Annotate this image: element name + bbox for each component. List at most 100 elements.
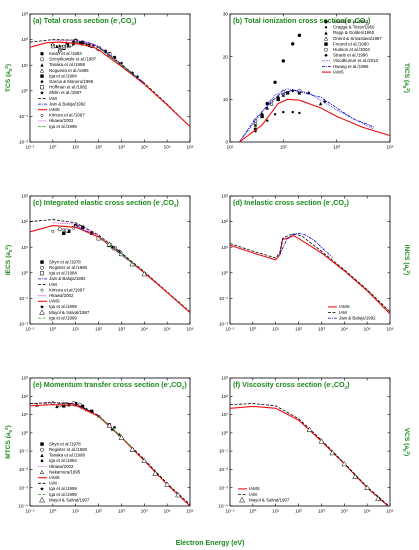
data-point [324,20,328,24]
y-tick-label: 10³ [221,194,228,199]
legend-entry: Iga et al./1984 [49,73,77,78]
data-point [281,59,286,63]
legend-entry: Iga et al./1999 [49,124,77,129]
data-point [291,89,295,93]
y-tick-label: 10⁻² [219,322,229,327]
data-point [40,447,44,452]
data-point [273,113,277,116]
data-point [324,53,328,57]
data-point [40,113,44,117]
data-point [266,119,269,122]
chart-panel-c: 10⁻¹ 10⁰ 10¹ 10² 10³ 10⁴ 10⁵ 10⁶10⁻²10⁻¹10⁰10¹1… [4,194,194,332]
legend-entry: Jain & Baluja/1992 [339,315,376,320]
legend-entry: IAMS [49,299,60,304]
data-point [129,261,136,267]
data-point [80,404,85,409]
plot-frame [29,195,191,325]
data-point [364,484,371,490]
y-tick-label: 10⁻² [19,140,29,145]
data-point [253,123,258,127]
x-tick-label: 10⁴ [341,327,348,332]
x-tick-label: 10¹ [72,145,79,150]
legend-entry: Rapp & Golden/1965 [333,30,375,35]
y-tick-label: 10⁻² [19,467,29,472]
legend-entry: IAM [249,492,257,497]
data-point [175,491,181,498]
legend-entry: Iga et al./1984 [49,271,77,276]
x-tick-label: 10³ [333,145,340,150]
data-point [276,95,280,99]
y-tick-label: 10¹ [221,412,228,417]
y-tick-label: 10⁻³ [219,485,229,490]
series-line [30,402,122,438]
legend-entry: Freund et al./1990 [333,41,369,46]
y-tick-label: 10⁰ [21,88,28,93]
series-line [75,40,145,84]
legend-entry: Nakamura/1995 [49,469,81,474]
x-tick-label: 10⁴ [386,145,393,150]
data-point [110,245,115,249]
y-tick-label: 10⁻² [19,322,29,327]
data-point [141,270,148,277]
data-point [87,43,92,47]
data-point [67,229,71,233]
legend-entry: Kimura et al./1997 [49,113,85,118]
chart-panel-b: 10¹ 10² 10³ 10⁴ 0 10 20 30 (b) Total ionization … [223,12,411,150]
x-tick-label: 10³ [118,327,125,332]
y-tick-label: 10² [221,394,228,399]
legend-entry: Iga et al./1999 [49,315,77,320]
x-tick-label: 10¹ [72,509,79,514]
x-tick-label: 10¹ [227,145,234,150]
data-point [324,31,328,35]
data-point [51,43,55,47]
data-point [260,114,264,119]
data-point [51,229,55,233]
y-tick-label: 10¹ [21,245,28,250]
data-point [55,404,59,409]
legend-entry: Register et al./1980 [49,265,88,270]
data-point [80,40,85,45]
data-point [40,52,44,56]
data-point [40,57,44,62]
legend-entry: Shyn et al./1978 [49,259,81,264]
data-point [39,309,45,315]
data-point [78,40,82,44]
data-point [39,90,45,95]
data-point [40,288,44,292]
y-tick-label: 10⁰ [21,430,28,435]
y-tick-label: 10¹ [21,63,28,68]
data-point [297,33,302,38]
y-tick-label: 10⁻⁴ [218,504,228,509]
x-axis-label: Electron Energy (eV) [176,540,245,547]
plot-frame [29,377,191,507]
data-point [113,426,116,429]
data-point [110,427,115,432]
x-tick-label: 10¹ [272,509,279,514]
legend-entry: Hudson et al./2004 [333,47,370,52]
y-tick-label: 10⁻⁴ [18,504,28,509]
data-point [89,409,94,414]
legend-entry: Mayol & Salvat/1997 [249,497,290,502]
data-point [40,85,44,90]
legend-entry: Tanaka et al./1998 [49,453,85,458]
legend-entry: Iga et al./1999 [49,492,77,497]
y-tick-label: 10⁻¹ [19,296,29,301]
data-point [40,74,44,78]
x-tick-label: 10⁻¹ [25,509,35,514]
legend-entry: Jain & Baluja/1992 [49,276,86,281]
legend-entry: Iga et al./1999 [49,304,77,309]
x-tick-label: 10⁰ [249,327,256,332]
x-tick-label: 10⁵ [164,327,171,332]
plot-frame [229,13,391,143]
legend-entry: Jain & Baluja/1992 [49,101,86,106]
y-tick-label: 10³ [21,194,28,199]
data-point [40,63,44,67]
chart-title: (e) Momentum transfer cross section (e-,… [33,380,187,390]
data-point [341,460,348,467]
x-tick-label: 10³ [118,145,125,150]
data-point [281,93,286,97]
data-point [62,44,66,48]
y-axis-label: VCS (a02) [402,428,411,457]
legend-entry: Szmytkowski et al./1987 [49,57,97,62]
